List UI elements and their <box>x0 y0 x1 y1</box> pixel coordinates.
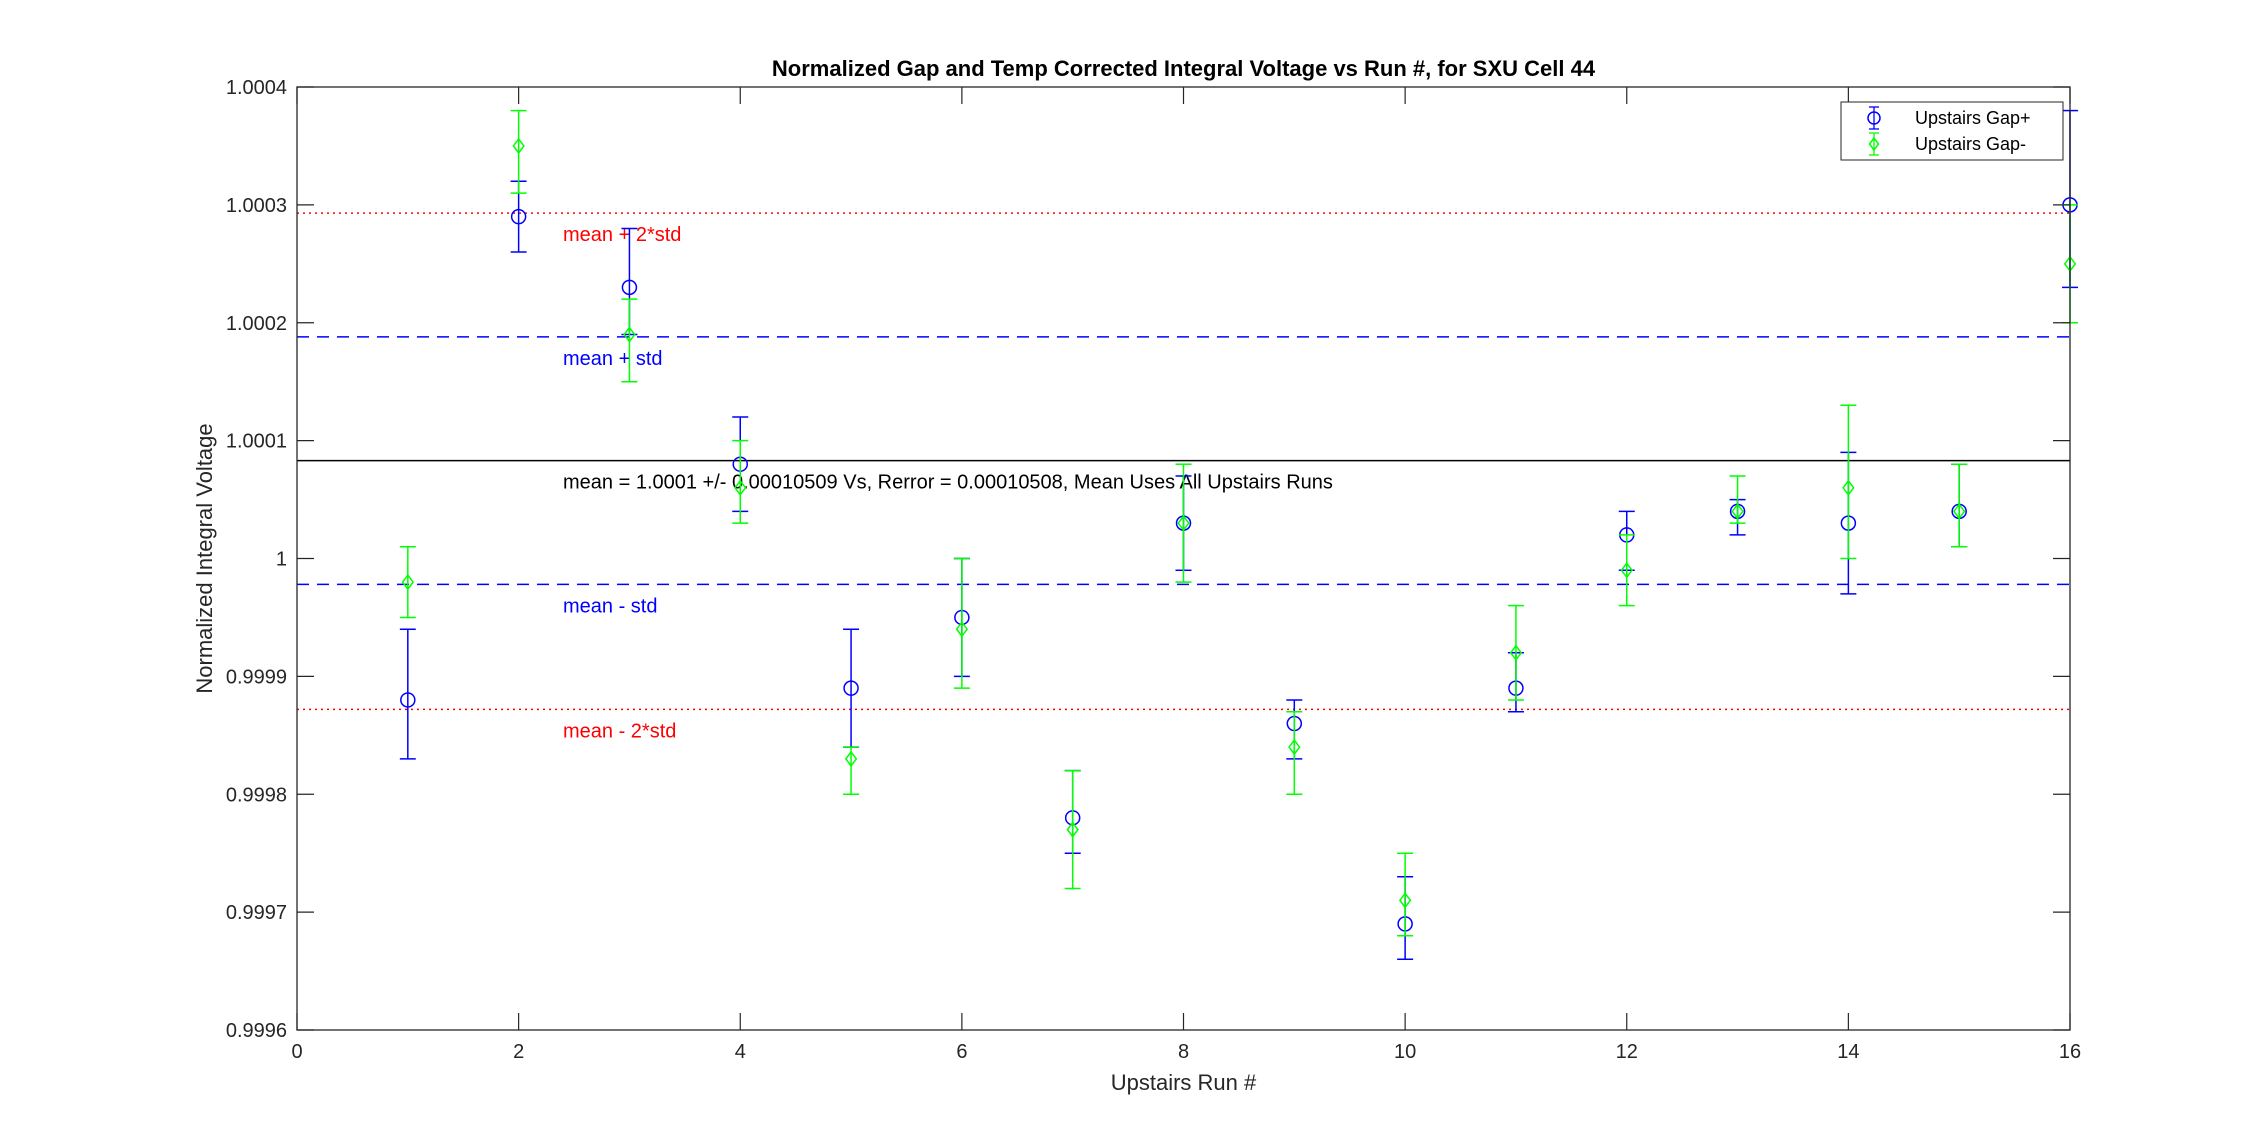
chart-title: Normalized Gap and Temp Corrected Integr… <box>772 56 1596 81</box>
x-tick-label: 0 <box>291 1041 302 1063</box>
x-tick-label: 2 <box>513 1041 524 1063</box>
reference-line-label: mean = 1.0001 +/- 0.00010509 Vs, Rerror … <box>563 472 1333 494</box>
x-tick-label: 6 <box>956 1041 967 1063</box>
data-point <box>1288 738 1301 756</box>
data-point <box>510 208 527 225</box>
data-point <box>844 750 858 768</box>
legend-marker <box>1867 111 1881 125</box>
x-tick-label: 8 <box>1178 1041 1189 1063</box>
axes: 0 2 4 6 8 10 12 14 16 0.9996 0.9997 0.9998 0.9999 1 1.… <box>226 77 2081 1063</box>
reference-line-label: mean + 2*std <box>563 224 681 246</box>
legend-label: Upstairs Gap- <box>1915 134 2026 154</box>
legend-marker <box>1868 136 1880 152</box>
data-point <box>843 680 859 696</box>
data-point <box>1398 892 1412 909</box>
data-point <box>1620 562 1633 579</box>
reference-line-label: mean - std <box>563 595 657 617</box>
legend-entry: Upstairs Gap- <box>1868 132 2026 156</box>
data-point <box>1952 503 1966 520</box>
data-point <box>1509 644 1523 662</box>
x-tick-label: 4 <box>735 1041 746 1063</box>
y-tick-label: 1.0004 <box>226 77 287 99</box>
x-tick-label: 14 <box>1837 1041 1859 1063</box>
data-point <box>400 692 416 708</box>
reference-line-label: mean + std <box>563 348 663 370</box>
data-point <box>1177 514 1190 532</box>
reference-line-label: mean - 2*std <box>563 720 676 742</box>
y-tick-label: 0.9997 <box>226 902 287 924</box>
y-axis-label: Normalized Integral Voltage <box>192 423 217 693</box>
x-axis-label: Upstairs Run # <box>1111 1070 1257 1095</box>
legend-box <box>1840 101 2064 161</box>
y-tick-label: 1 <box>276 549 287 571</box>
y-tick-label: 1.0001 <box>226 431 287 453</box>
data-point <box>1066 821 1079 838</box>
data-point <box>621 279 638 296</box>
reference-lines: mean + 2*std mean + std mean = 1.0001 +/- … <box>297 212 2070 742</box>
data-point <box>955 620 969 638</box>
x-tick-label: 12 <box>1616 1041 1638 1063</box>
y-tick-label: 0.9999 <box>226 666 287 688</box>
legend-label: Upstairs Gap+ <box>1915 108 2031 128</box>
y-tick-label: 0.9996 <box>226 1020 287 1042</box>
data-point <box>623 326 636 343</box>
y-tick-label: 1.0002 <box>226 313 287 335</box>
x-tick-label: 10 <box>1394 1041 1416 1063</box>
legend: Upstairs Gap+ Upstairs Gap- <box>1840 101 2064 161</box>
data-point <box>512 137 525 155</box>
data-point <box>401 573 414 591</box>
x-tick-label: 16 <box>2059 1041 2081 1063</box>
data-point <box>1731 503 1744 520</box>
data-point <box>734 479 747 497</box>
y-tick-label: 0.9998 <box>226 784 287 806</box>
data-point <box>1842 479 1855 497</box>
y-tick-label: 1.0003 <box>226 195 287 217</box>
legend-entry: Upstairs Gap+ <box>1867 106 2031 130</box>
